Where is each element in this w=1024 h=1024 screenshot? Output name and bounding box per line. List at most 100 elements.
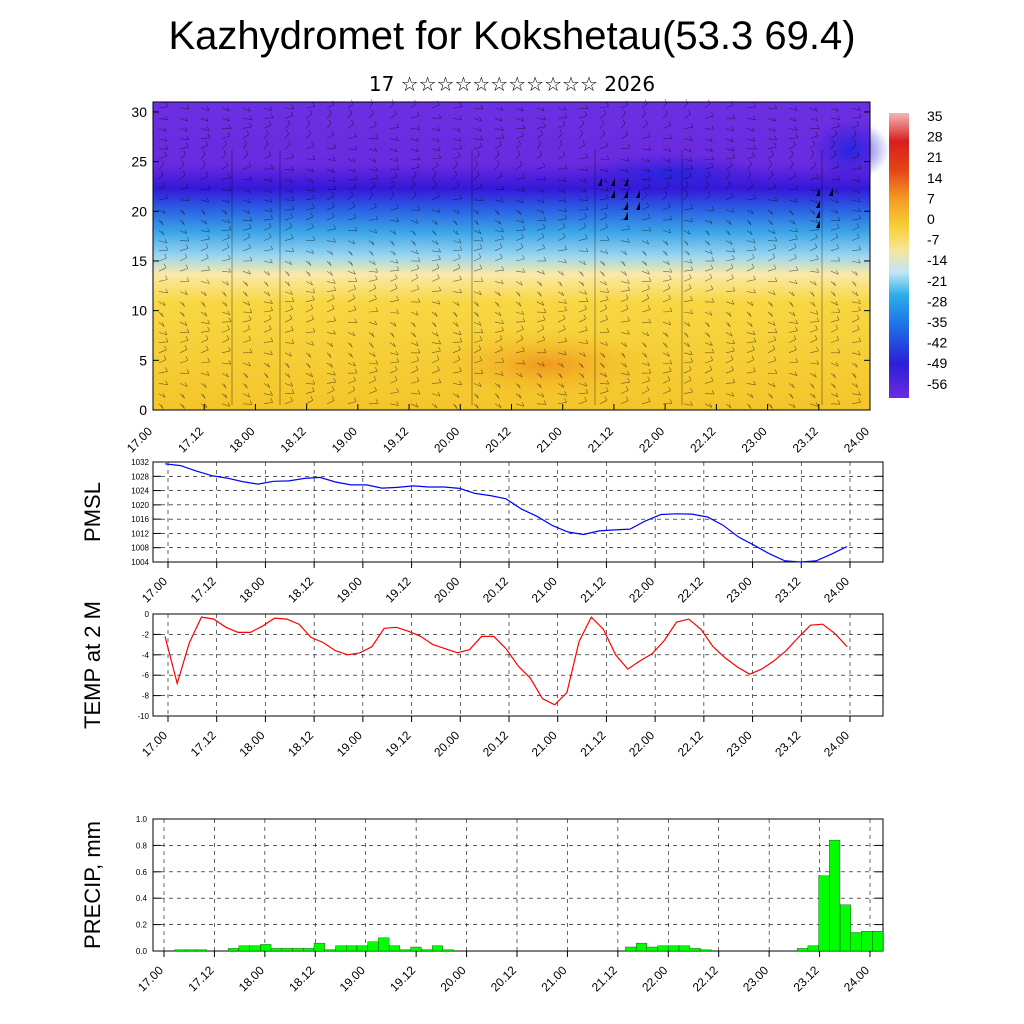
wind-barb — [809, 209, 816, 215]
wind-barb-flag — [730, 332, 733, 337]
wind-barb — [368, 287, 377, 292]
wind-barb-flag — [247, 392, 251, 398]
wind-barb-flag — [501, 185, 505, 190]
wind-barb-flag — [290, 382, 293, 387]
wind-barb — [851, 179, 861, 183]
precip-bar — [195, 949, 207, 952]
wind-barb-flag — [644, 343, 647, 348]
wind-barb — [389, 138, 399, 141]
wind-barb — [200, 269, 210, 272]
wind-barb — [578, 107, 588, 109]
wind-barb — [452, 301, 460, 306]
wind-barb-flag — [438, 346, 441, 352]
wind-barb-flag — [476, 404, 479, 409]
wind-barb — [662, 279, 672, 282]
wind-barb-flag — [690, 217, 693, 222]
wind-barb — [683, 277, 692, 282]
wind-barb — [536, 209, 544, 214]
wind-barb-flag — [330, 271, 333, 276]
wind-barb-flag — [499, 243, 503, 248]
wind-barb — [305, 113, 313, 119]
wind-barb-flag — [752, 330, 756, 335]
y-tick-label: -4 — [142, 651, 150, 660]
wind-barb — [641, 148, 651, 151]
wind-barb — [347, 113, 352, 119]
wind-barb-flag — [476, 394, 479, 399]
wind-barb-flag — [709, 403, 713, 408]
x-tick-label: 19.12 — [387, 963, 418, 994]
wind-barb-flag — [857, 197, 861, 203]
wind-barb-flag — [585, 166, 588, 171]
wind-barb — [515, 117, 524, 122]
wind-barb — [368, 125, 377, 129]
wind-barb-flag — [396, 309, 399, 314]
precip-bar — [431, 945, 443, 952]
wind-barb — [578, 226, 587, 231]
wind-barb-flag — [689, 274, 692, 279]
wind-barb-flag — [732, 146, 735, 151]
wind-barb-flag — [416, 341, 419, 346]
wind-barb — [662, 185, 670, 190]
wind-barb-flag — [751, 181, 754, 186]
wind-barb-flag — [753, 337, 757, 342]
wind-barb — [620, 390, 629, 394]
wind-barb — [179, 174, 186, 180]
wind-barb — [662, 311, 673, 313]
wind-barb-flag — [455, 322, 459, 327]
wind-barb-flag — [270, 245, 273, 250]
wind-barb-flag — [186, 142, 189, 148]
wind-barb-flag — [394, 110, 397, 115]
wind-barb — [620, 104, 629, 109]
wind-barb — [389, 148, 398, 153]
wind-barb-flag — [476, 302, 479, 307]
wind-barb — [326, 113, 332, 119]
wind-barb-flag — [564, 391, 567, 396]
wind-barb — [347, 195, 354, 201]
wind-barb — [809, 164, 817, 170]
wind-barb-flag — [564, 306, 567, 311]
wind-barb-flag — [562, 314, 566, 320]
wind-barb-flag — [727, 322, 731, 328]
wind-barb — [200, 372, 210, 376]
wind-barb — [809, 143, 815, 150]
wind-barb — [662, 102, 668, 109]
wind-barb-flag — [312, 327, 316, 333]
wind-barb-flag — [837, 308, 841, 313]
wind-barb-flag — [228, 346, 231, 351]
wind-barb — [767, 301, 773, 307]
wind-barb — [431, 382, 441, 384]
wind-barb — [263, 362, 270, 368]
wind-barb — [200, 247, 209, 252]
wind-barb — [662, 168, 672, 172]
wind-barb-flag — [244, 139, 247, 145]
temp2m-series-line — [164, 616, 848, 706]
wind-barb-flag — [644, 353, 648, 358]
wind-barb-flag — [858, 299, 861, 304]
wind-barb — [200, 281, 210, 284]
wind-barb — [305, 227, 314, 231]
x-tick-label: 18.12 — [285, 574, 316, 605]
wind-barb-flag — [332, 177, 336, 182]
wind-barb — [452, 341, 462, 343]
wind-barb — [431, 157, 441, 160]
wind-barb-flag — [710, 341, 713, 346]
wind-barb-flag — [454, 170, 458, 175]
wind-barb — [830, 362, 839, 367]
wind-barb-flag — [648, 145, 651, 151]
wind-barb-flag — [564, 337, 568, 342]
wind-barb — [578, 123, 585, 129]
wind-barb — [179, 164, 184, 170]
wind-barb-flag — [644, 261, 647, 266]
colorbar-label: 21 — [927, 149, 943, 165]
wind-barb — [389, 260, 399, 264]
wind-barb — [515, 189, 525, 192]
wind-barb-flag — [269, 177, 273, 182]
wind-barb-flag — [709, 365, 713, 370]
wind-barb-flag — [331, 168, 335, 173]
wind-barb — [284, 226, 293, 231]
wind-barb-flag — [774, 142, 777, 147]
wind-barb-flag — [665, 332, 669, 338]
wind-barb — [599, 342, 608, 346]
wind-barb — [326, 123, 332, 129]
wind-barb-flag — [541, 324, 545, 330]
